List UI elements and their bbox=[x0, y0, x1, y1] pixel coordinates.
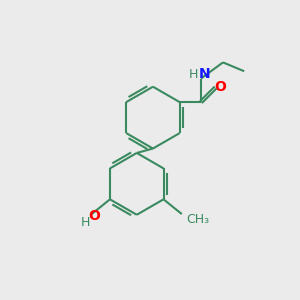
Text: O: O bbox=[89, 208, 100, 223]
Text: N: N bbox=[199, 67, 210, 81]
Text: CH₃: CH₃ bbox=[186, 213, 209, 226]
Text: H: H bbox=[81, 216, 90, 230]
Text: H: H bbox=[189, 68, 198, 81]
Text: O: O bbox=[214, 80, 226, 94]
